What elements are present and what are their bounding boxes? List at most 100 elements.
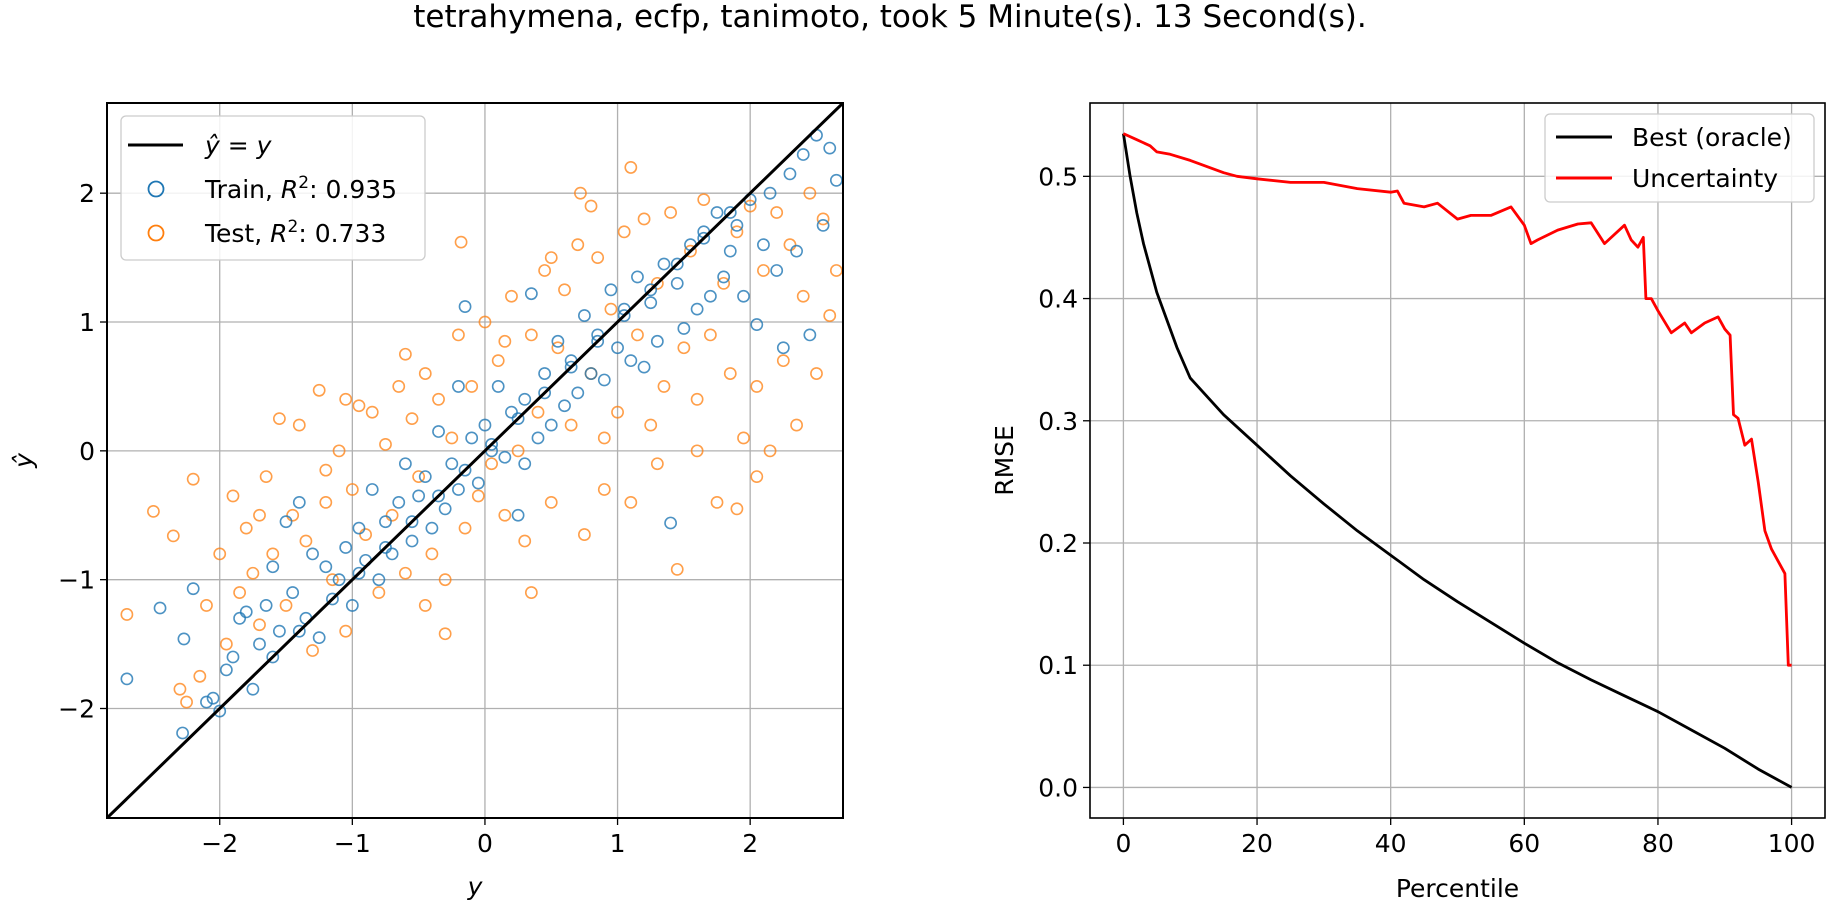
x-tick-label: 0: [477, 829, 493, 858]
train-point: [730, 218, 744, 232]
test-point: [703, 328, 717, 342]
test-point: [578, 528, 591, 541]
train-point: [710, 206, 724, 219]
x-tick-label: 2: [742, 829, 758, 858]
test-point: [246, 566, 260, 580]
train-point: [664, 516, 678, 530]
train-point: [558, 399, 571, 413]
train-point: [365, 483, 379, 496]
test-point: [180, 695, 193, 709]
test-point: [803, 186, 817, 200]
test-point: [452, 328, 465, 342]
test-point: [730, 225, 744, 239]
train-point: [452, 483, 465, 496]
test-point: [604, 302, 618, 316]
rmse-legend: Best (oracle) Uncertainty: [1544, 113, 1815, 203]
y-tick-label: 2: [79, 179, 95, 208]
train-point: [200, 695, 213, 709]
train-point: [219, 663, 233, 677]
train-point: [770, 264, 784, 277]
train-point: [286, 586, 300, 599]
test-point: [597, 431, 611, 445]
test-point: [697, 193, 711, 207]
train-point: [153, 601, 167, 615]
train-point: [750, 318, 764, 331]
test-point: [498, 508, 512, 522]
test-point: [239, 521, 253, 535]
train-point: [339, 541, 353, 554]
legend-box: [120, 115, 426, 261]
test-point: [664, 206, 678, 219]
x-tick-label: 20: [1241, 829, 1273, 858]
legend-label-metric: R: [270, 219, 287, 248]
train-point: [266, 650, 280, 664]
train-point: [206, 691, 220, 705]
test-point: [226, 489, 240, 503]
scatter-y-axis-label: ŷ: [9, 452, 38, 469]
train-point: [717, 270, 731, 284]
train-point: [405, 534, 419, 548]
scatter-frame: [106, 102, 844, 819]
test-point: [259, 470, 273, 484]
test-point: [518, 534, 532, 548]
test-point: [147, 504, 160, 518]
test-point: [438, 573, 452, 587]
test-point: [757, 264, 770, 277]
test-point: [783, 238, 797, 252]
train-point: [776, 341, 790, 355]
legend-label-superscript: 2: [288, 217, 299, 237]
scatter-marks: [107, 103, 843, 818]
train-point: [352, 521, 366, 535]
test-point: [120, 608, 134, 621]
y-tick-label: 0: [79, 437, 95, 466]
test-point: [266, 547, 280, 561]
train-point: [611, 341, 624, 355]
test-point: [279, 599, 293, 612]
train-point: [272, 624, 286, 638]
train-point: [239, 605, 253, 619]
test-point: [611, 405, 624, 419]
test-point: [253, 618, 266, 632]
rmse-y-axis-label: RMSE: [990, 425, 1019, 496]
x-tick-label: 100: [1768, 829, 1816, 858]
train-point: [763, 186, 777, 200]
test-point: [379, 437, 392, 451]
test-point: [544, 251, 558, 264]
test-point: [597, 483, 611, 496]
train-point: [783, 167, 797, 181]
test-point: [571, 238, 585, 252]
train-point: [120, 672, 134, 686]
train-point: [524, 287, 538, 301]
train-point: [591, 334, 605, 348]
y-tick-label: 0.3: [1038, 407, 1078, 436]
train-point: [697, 231, 711, 245]
train-point: [398, 457, 412, 471]
train-point: [737, 289, 750, 303]
train-point: [829, 173, 843, 187]
train-point: [326, 592, 339, 606]
y-tick-label: −2: [58, 694, 95, 723]
test-point: [574, 186, 587, 200]
train-point: [319, 560, 333, 574]
train-point: [458, 300, 472, 313]
scatter-plot-area: [107, 103, 843, 818]
train-point: [425, 521, 439, 535]
test-point: [299, 534, 313, 548]
x-tick-label: 0: [1115, 829, 1131, 858]
train-point: [379, 541, 392, 554]
test-point: [478, 315, 492, 329]
train-point: [312, 631, 326, 645]
train-point: [571, 386, 585, 400]
identity-line: [107, 103, 843, 818]
test-point: [584, 199, 598, 213]
train-point: [177, 632, 191, 646]
test-point: [524, 586, 538, 599]
test-point: [743, 199, 757, 213]
train-point: [246, 682, 260, 696]
train-point: [418, 470, 432, 484]
legend-label: Best (oracle): [1632, 123, 1792, 152]
legend-label: Uncertainty: [1632, 164, 1778, 193]
test-point: [558, 283, 571, 297]
test-point: [445, 431, 459, 445]
